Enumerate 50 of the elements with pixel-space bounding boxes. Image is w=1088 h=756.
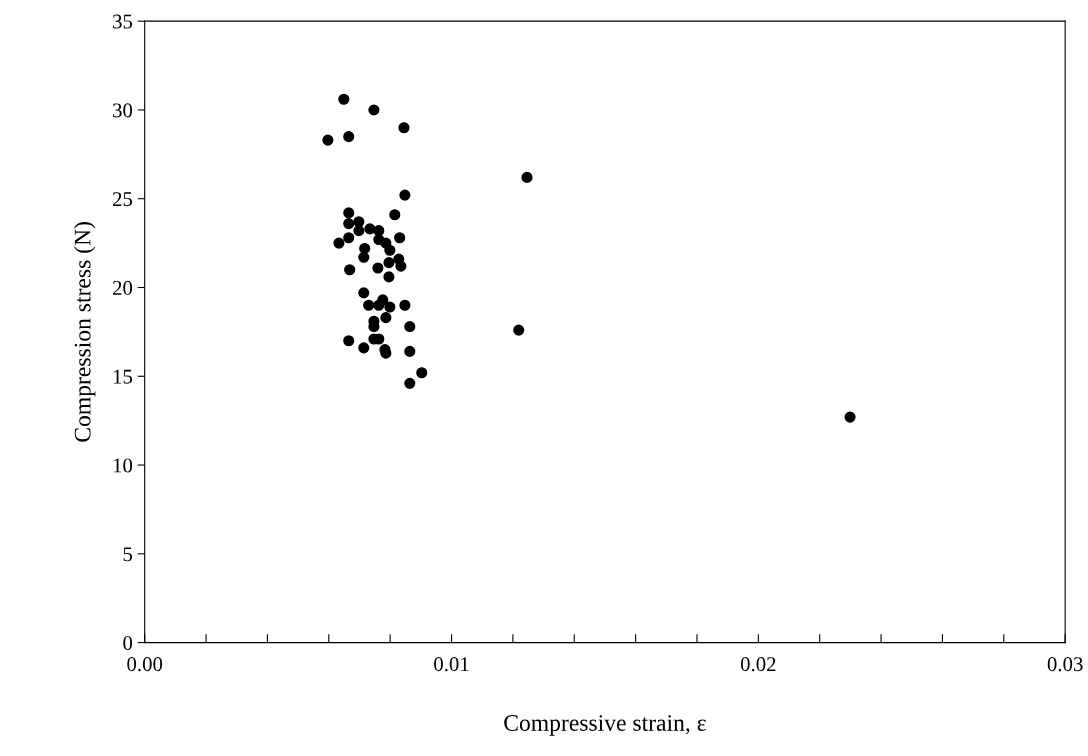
- point: [389, 209, 401, 221]
- y-tick-label: 10: [113, 458, 133, 473]
- y-tick-label: 35: [113, 14, 133, 29]
- point: [399, 189, 411, 201]
- y-tick-label: 15: [113, 369, 133, 384]
- point: [383, 271, 395, 283]
- x-tick-label: 0.03: [1047, 657, 1083, 672]
- point: [844, 411, 856, 423]
- y-tick-label: 25: [112, 192, 133, 207]
- point: [384, 244, 396, 256]
- point: [344, 264, 356, 276]
- point: [358, 342, 370, 354]
- point: [398, 122, 410, 134]
- point: [358, 251, 370, 263]
- y-tick-label: 0: [123, 635, 133, 651]
- point: [521, 171, 533, 183]
- point: [343, 232, 355, 244]
- y-tick-label: 30: [113, 103, 133, 118]
- point: [416, 367, 428, 379]
- point: [399, 299, 411, 311]
- y-tick-label: 20: [112, 280, 133, 295]
- point: [322, 134, 334, 146]
- point: [513, 324, 525, 336]
- x-tick-label: 0.01: [434, 657, 469, 672]
- point: [395, 260, 407, 272]
- point: [363, 299, 375, 311]
- point: [353, 225, 365, 237]
- point: [394, 232, 406, 244]
- y-tick-label: 5: [123, 547, 133, 562]
- point: [377, 294, 389, 306]
- point: [380, 312, 392, 324]
- point: [359, 242, 371, 254]
- x-tick-label: 0.00: [127, 657, 163, 672]
- point: [383, 257, 395, 269]
- point: [404, 345, 416, 357]
- point: [333, 237, 345, 249]
- point: [404, 377, 416, 389]
- point: [372, 262, 384, 274]
- point: [358, 287, 370, 299]
- point: [338, 93, 350, 105]
- point: [343, 207, 355, 219]
- x-axis-title: Compressive strain, ε: [504, 715, 706, 736]
- point: [384, 301, 396, 313]
- x-tick-label: 0.02: [740, 657, 776, 672]
- point: [343, 335, 355, 347]
- y-axis-title: Compression stress (N): [73, 222, 96, 442]
- point: [404, 321, 416, 333]
- point: [343, 131, 355, 143]
- point: [343, 218, 355, 230]
- point: [368, 104, 380, 116]
